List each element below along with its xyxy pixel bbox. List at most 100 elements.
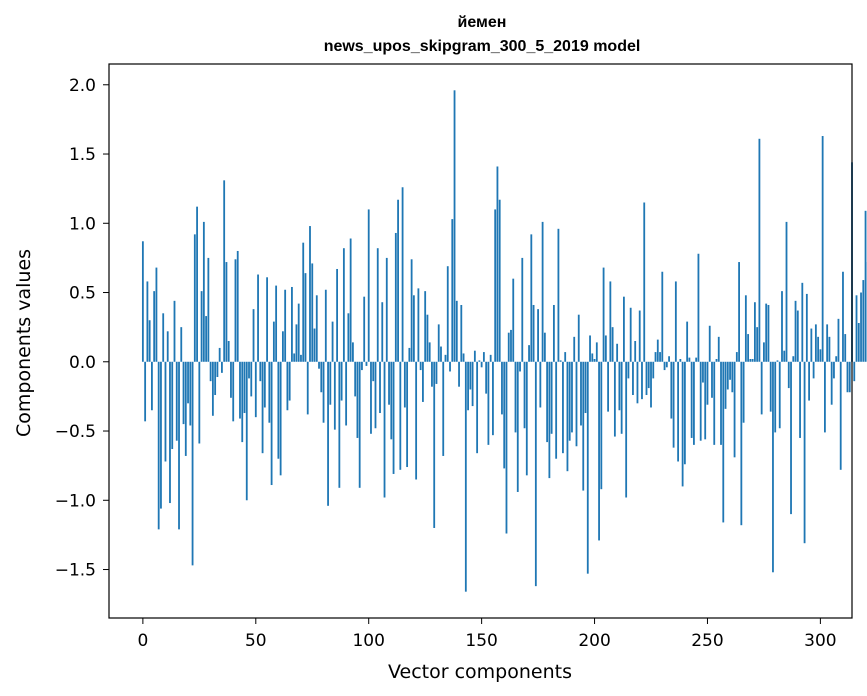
bar (650, 361, 652, 408)
bar (765, 303, 768, 362)
y-tick-label: 1.5 (69, 145, 96, 165)
bar (659, 352, 661, 362)
bar (751, 359, 754, 362)
bar (848, 361, 851, 393)
bar (408, 347, 411, 362)
bar (160, 361, 162, 509)
bar (767, 304, 770, 362)
bar (169, 361, 171, 504)
bar (424, 291, 427, 362)
bar (826, 324, 829, 362)
bar (189, 361, 192, 426)
bar (297, 303, 300, 362)
bar (336, 268, 338, 362)
bar (437, 324, 440, 362)
bar (580, 361, 582, 426)
bar (686, 321, 689, 362)
bar (223, 180, 226, 362)
bar (833, 361, 835, 379)
bar (358, 361, 361, 488)
bar (681, 361, 684, 487)
bar (476, 361, 479, 454)
bar (270, 361, 273, 486)
bar (683, 361, 686, 465)
bar (763, 342, 765, 362)
bar (187, 361, 189, 404)
bar (776, 360, 779, 362)
bar (320, 361, 323, 393)
x-axis-label: Vector components (388, 661, 572, 683)
bar (153, 291, 156, 362)
x-tick-label: 50 (245, 631, 267, 651)
y-tick-label: −0.5 (55, 422, 96, 442)
bar (693, 361, 695, 445)
bar (329, 361, 332, 405)
bar (557, 228, 560, 362)
bar (555, 361, 558, 459)
bar (214, 361, 217, 396)
bar (248, 361, 250, 379)
bar (799, 361, 801, 438)
bar (313, 328, 316, 362)
bar (198, 361, 201, 444)
bar (835, 356, 838, 362)
bar (406, 361, 409, 468)
bar (794, 300, 797, 362)
bar (695, 357, 698, 362)
bar (595, 342, 598, 362)
bar (720, 361, 722, 445)
bar (394, 232, 397, 362)
bar (817, 336, 820, 362)
bar (431, 361, 433, 387)
bar (331, 321, 334, 362)
bar (735, 352, 738, 362)
bar (641, 361, 643, 400)
bar (460, 304, 463, 362)
bar (715, 359, 718, 362)
bar (699, 361, 702, 441)
bar (781, 291, 783, 362)
bar (726, 361, 729, 390)
bar (225, 262, 228, 362)
bar (577, 314, 580, 362)
plot-frame (108, 63, 853, 619)
x-tick-label: 100 (352, 631, 384, 651)
bar (435, 361, 438, 384)
bar (600, 361, 603, 490)
bar (501, 361, 503, 415)
bar (302, 242, 305, 362)
bar (584, 361, 587, 414)
bar (261, 361, 264, 454)
bar (591, 353, 594, 362)
bar (487, 361, 490, 445)
bar (311, 263, 314, 362)
bar (602, 267, 605, 362)
bar (855, 295, 858, 362)
bar (401, 187, 404, 362)
bar (620, 361, 623, 434)
bar (616, 343, 619, 362)
bar (643, 202, 646, 362)
bar (410, 259, 413, 362)
bar (853, 361, 856, 382)
bar (731, 361, 734, 393)
bar (607, 361, 609, 412)
bar (433, 361, 436, 528)
bar (665, 361, 668, 368)
bar (534, 361, 537, 587)
bar (706, 361, 709, 405)
bar (372, 361, 375, 382)
bar (618, 361, 621, 411)
bar (345, 361, 348, 426)
bar (291, 286, 293, 362)
x-tick-label: 250 (691, 631, 723, 651)
bar (749, 359, 752, 362)
bar (162, 313, 165, 362)
bar (286, 361, 289, 411)
bar (645, 361, 648, 396)
bar (559, 360, 562, 362)
chart-subtitle: news_upos_skipgram_300_5_2019 model (324, 38, 641, 55)
bar (182, 361, 185, 425)
bar (349, 238, 352, 362)
x-tick-label: 150 (465, 631, 497, 651)
